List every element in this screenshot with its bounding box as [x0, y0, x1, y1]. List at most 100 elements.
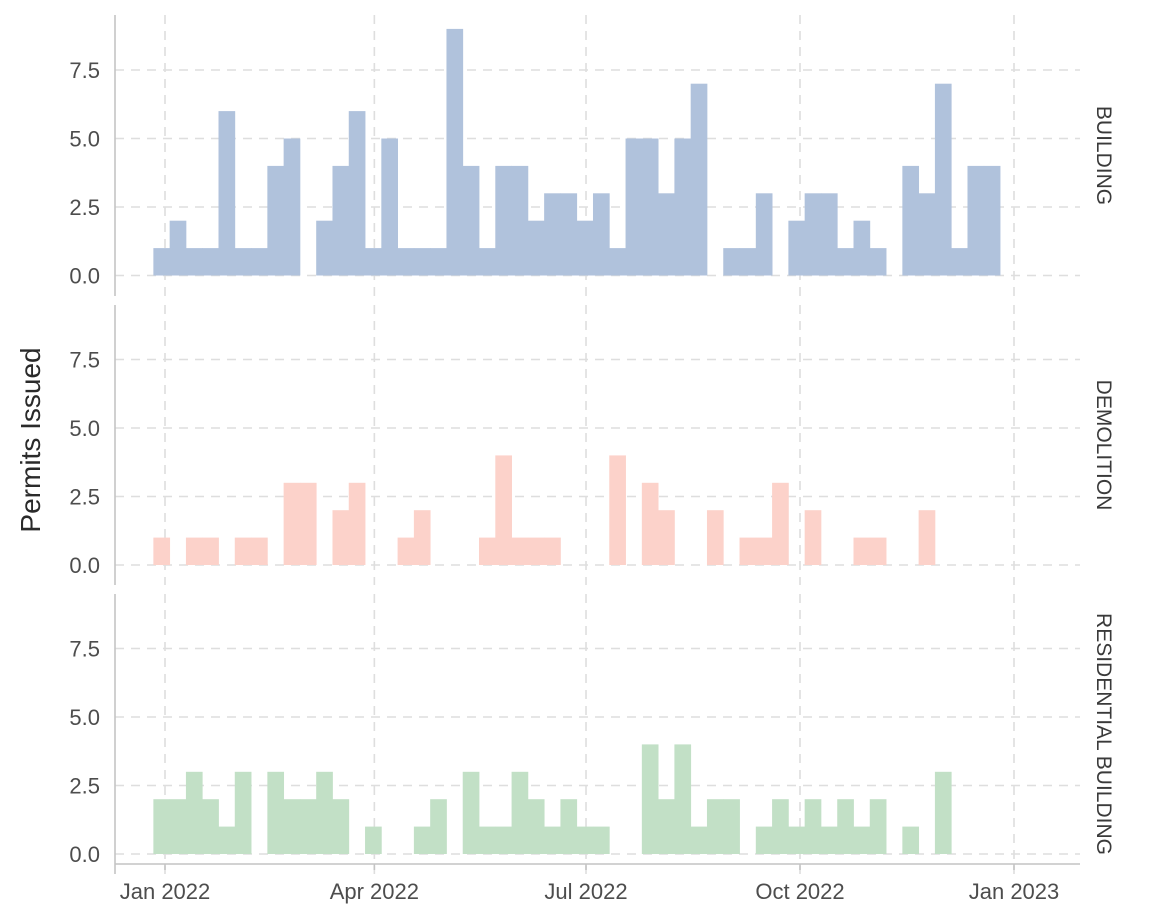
- histogram-bar: [251, 248, 268, 276]
- x-tick-label: Apr 2022: [330, 879, 419, 904]
- histogram-bar: [934, 771, 952, 854]
- histogram-bar: [641, 482, 659, 565]
- histogram-bar: [755, 537, 773, 565]
- histogram-bar: [788, 826, 806, 854]
- x-tick-label: Oct 2022: [755, 879, 844, 904]
- histogram-bar: [430, 248, 447, 276]
- histogram-bar: [299, 482, 317, 565]
- histogram-bar: [706, 510, 724, 565]
- histogram-bar: [348, 111, 366, 276]
- histogram-bar: [251, 537, 268, 565]
- histogram-bar: [690, 826, 708, 854]
- y-tick-label: 5.0: [69, 127, 100, 152]
- histogram-bar: [609, 248, 626, 276]
- histogram-bar: [413, 826, 431, 854]
- histogram-bar: [674, 744, 692, 854]
- x-tick-label: Jan 2022: [120, 879, 211, 904]
- histogram-bar: [283, 799, 301, 854]
- histogram-bar: [283, 482, 301, 565]
- histogram-bar: [511, 771, 529, 854]
- histogram-bar: [495, 165, 512, 276]
- histogram-bar: [479, 537, 496, 565]
- histogram-bar: [837, 799, 854, 854]
- histogram-bar: [592, 193, 610, 276]
- histogram-bar: [658, 193, 675, 276]
- histogram-bar: [853, 826, 871, 854]
- x-tick-label: Jul 2022: [544, 879, 627, 904]
- histogram-bar: [218, 826, 236, 854]
- histogram-bar: [527, 220, 545, 276]
- histogram-bar: [267, 165, 285, 276]
- histogram-bar: [658, 510, 675, 565]
- histogram-bar: [185, 537, 203, 565]
- histogram-bar: [365, 826, 382, 854]
- y-tick-label: 0.0: [69, 264, 100, 289]
- histogram-bar: [804, 799, 822, 854]
- histogram-bar: [316, 771, 333, 854]
- histogram-bar: [739, 248, 757, 276]
- histogram-bar: [918, 193, 936, 276]
- facet-strip-label: DEMOLITION: [1092, 380, 1115, 511]
- histogram-bar: [185, 248, 203, 276]
- histogram-bar: [739, 537, 757, 565]
- histogram-bar: [544, 537, 561, 565]
- histogram-bar: [902, 826, 920, 854]
- histogram-bar: [772, 799, 789, 854]
- histogram-bar: [234, 248, 252, 276]
- histogram-bar: [365, 248, 382, 276]
- y-tick-label: 5.0: [69, 705, 100, 730]
- histogram-bar: [723, 248, 740, 276]
- x-tick-label: Jan 2023: [969, 879, 1060, 904]
- histogram-bar: [592, 826, 610, 854]
- histogram-bar: [641, 744, 659, 854]
- histogram-bar: [869, 799, 887, 854]
- histogram-bar: [462, 771, 480, 854]
- histogram-bar: [413, 248, 431, 276]
- histogram-bar: [234, 771, 252, 854]
- axes: [114, 15, 1080, 874]
- histogram-bar: [267, 771, 285, 854]
- histogram-bar: [755, 826, 773, 854]
- histogram-bar: [560, 799, 578, 854]
- facet-strip: DEMOLITION: [1092, 380, 1115, 511]
- facet-strip-label: RESIDENTIAL BUILDING: [1092, 613, 1115, 855]
- histogram-bar: [869, 537, 887, 565]
- y-tick-label: 2.5: [69, 485, 100, 510]
- histogram-bar: [544, 826, 561, 854]
- facet-strip: RESIDENTIAL BUILDING: [1092, 613, 1115, 855]
- histogram-bar: [511, 165, 529, 276]
- histogram-bar: [641, 138, 659, 276]
- histogram-bar: [869, 248, 887, 276]
- histogram-bar: [576, 220, 594, 276]
- histogram-bar: [560, 193, 578, 276]
- histogram-bar: [462, 165, 480, 276]
- histogram-bar: [495, 455, 512, 565]
- histogram-bar: [495, 826, 512, 854]
- y-tick-label: 7.5: [69, 348, 100, 373]
- histogram-bar: [332, 165, 350, 276]
- histogram-bar: [348, 482, 366, 565]
- histogram-bar: [153, 537, 171, 565]
- histogram-bar: [544, 193, 561, 276]
- histogram-bar: [804, 193, 822, 276]
- histogram-bar: [527, 537, 545, 565]
- histogram-bar: [772, 482, 789, 565]
- histogram-bar: [397, 537, 415, 565]
- y-tick-label: 5.0: [69, 416, 100, 441]
- histogram-bar: [299, 799, 317, 854]
- histogram-bar: [202, 248, 219, 276]
- histogram-bar: [576, 826, 594, 854]
- y-tick-label: 7.5: [69, 58, 100, 83]
- histogram-bar: [153, 248, 171, 276]
- histogram-bar: [658, 799, 675, 854]
- histogram-bar: [690, 83, 708, 276]
- histogram-bar: [430, 799, 447, 854]
- histogram-bar: [934, 83, 952, 276]
- histogram-bar: [169, 799, 187, 854]
- histogram-bar: [951, 248, 968, 276]
- histogram-bar: [674, 138, 692, 276]
- histogram-bar: [804, 510, 822, 565]
- histogram-bar: [234, 537, 252, 565]
- y-tick-label: 2.5: [69, 195, 100, 220]
